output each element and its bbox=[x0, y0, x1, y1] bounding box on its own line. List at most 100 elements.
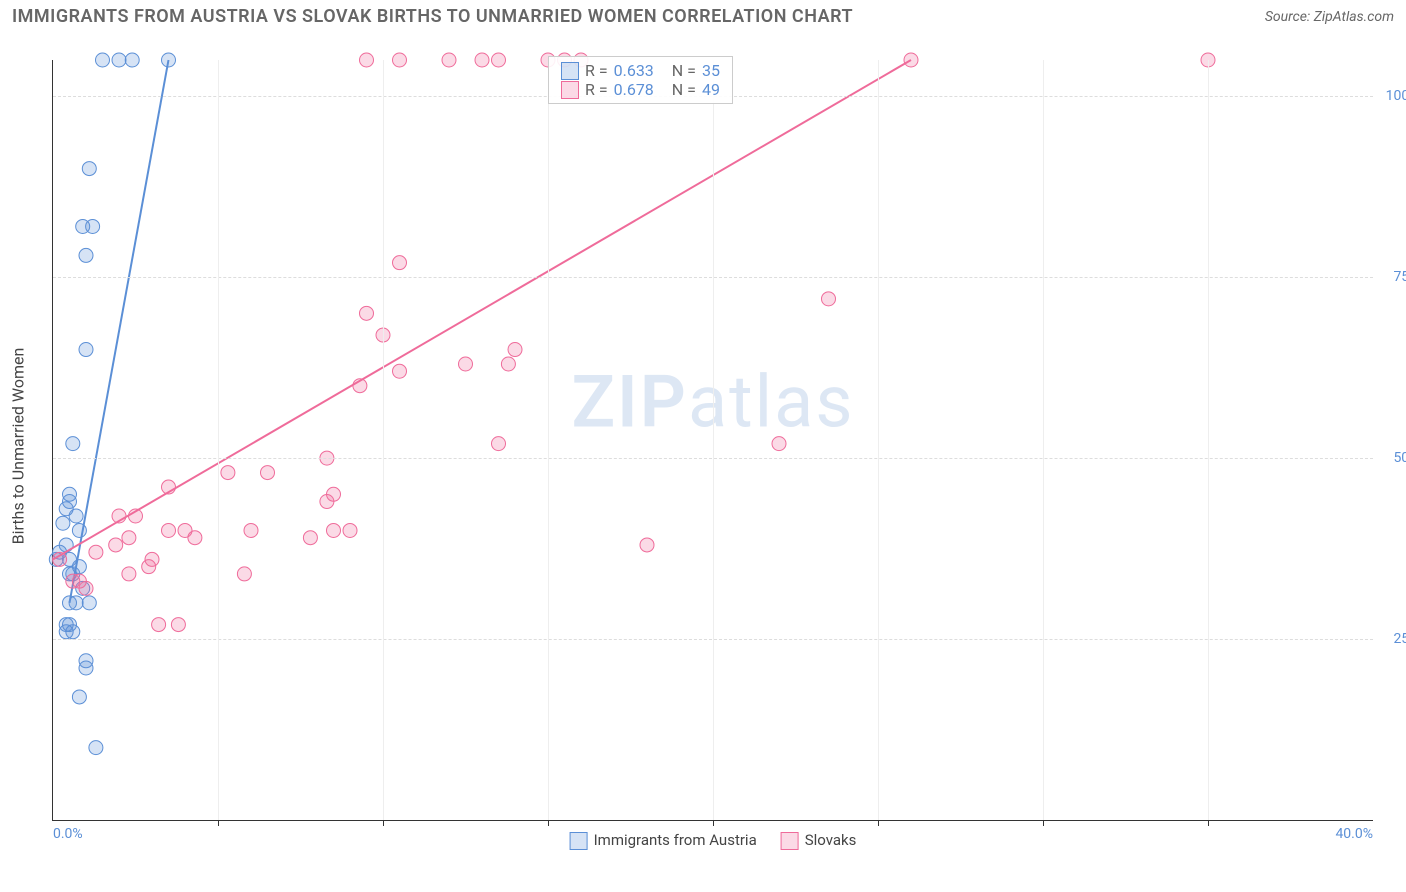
scatter-point-slovaks bbox=[393, 53, 407, 67]
x-tick-mark bbox=[713, 820, 714, 826]
scatter-point-slovaks bbox=[145, 552, 159, 566]
gridline-v bbox=[383, 60, 384, 820]
scatter-point-slovaks bbox=[772, 437, 786, 451]
scatter-point-slovaks bbox=[353, 379, 367, 393]
legend-n-value: 49 bbox=[702, 80, 720, 99]
legend-stats-row: R = 0.678 N = 49 bbox=[561, 80, 720, 99]
trend-line-slovaks bbox=[53, 60, 911, 559]
legend-r-value: 0.633 bbox=[614, 61, 654, 80]
y-tick-label: 75.0% bbox=[1381, 269, 1406, 285]
scatter-point-slovaks bbox=[360, 306, 374, 320]
legend-bottom-item: Immigrants from Austria bbox=[570, 831, 757, 850]
y-tick-label: 100.0% bbox=[1381, 88, 1406, 104]
gridline-v bbox=[218, 60, 219, 820]
x-tick-mark bbox=[383, 820, 384, 826]
scatter-point-slovaks bbox=[261, 466, 275, 480]
legend-bottom: Immigrants from Austria Slovaks bbox=[570, 831, 857, 850]
scatter-point-austria bbox=[76, 219, 90, 233]
scatter-point-austria bbox=[82, 162, 96, 176]
scatter-point-slovaks bbox=[475, 53, 489, 67]
scatter-point-slovaks bbox=[162, 480, 176, 494]
scatter-point-slovaks bbox=[459, 357, 473, 371]
x-tick-mark bbox=[548, 820, 549, 826]
scatter-point-slovaks bbox=[442, 53, 456, 67]
scatter-point-slovaks bbox=[492, 437, 506, 451]
scatter-point-austria bbox=[79, 343, 93, 357]
y-axis-label: Births to Unmarried Women bbox=[9, 348, 28, 545]
scatter-point-slovaks bbox=[129, 509, 143, 523]
x-tick-mark bbox=[218, 820, 219, 826]
legend-r-label: R = bbox=[585, 61, 608, 80]
y-tick-label: 50.0% bbox=[1381, 450, 1406, 466]
scatter-point-austria bbox=[112, 53, 126, 67]
scatter-point-slovaks bbox=[53, 552, 67, 566]
scatter-point-slovaks bbox=[79, 581, 93, 595]
scatter-point-austria bbox=[79, 248, 93, 262]
gridline-v bbox=[878, 60, 879, 820]
scatter-point-austria bbox=[79, 661, 93, 675]
scatter-point-austria bbox=[82, 596, 96, 610]
gridline-v bbox=[1043, 60, 1044, 820]
x-tick-mark bbox=[1043, 820, 1044, 826]
legend-stats-row: R =0.633N =35 bbox=[561, 61, 720, 80]
gridline-v bbox=[713, 60, 714, 820]
legend-bottom-label: Slovaks bbox=[805, 831, 857, 849]
scatter-point-slovaks bbox=[327, 523, 341, 537]
x-tick-mark bbox=[1208, 820, 1209, 826]
scatter-point-austria bbox=[72, 560, 86, 574]
gridline-v bbox=[548, 60, 549, 820]
scatter-point-slovaks bbox=[112, 509, 126, 523]
scatter-point-austria bbox=[63, 487, 77, 501]
scatter-point-slovaks bbox=[501, 357, 515, 371]
scatter-point-slovaks bbox=[393, 256, 407, 270]
scatter-point-austria bbox=[96, 53, 110, 67]
scatter-point-austria bbox=[59, 625, 73, 639]
source-label: Source: ZipAtlas.com bbox=[1265, 9, 1394, 25]
scatter-point-slovaks bbox=[244, 523, 258, 537]
legend-n-label: N = bbox=[672, 61, 696, 80]
scatter-point-austria bbox=[72, 523, 86, 537]
x-tick-label: 40.0% bbox=[1335, 826, 1373, 842]
scatter-point-slovaks bbox=[162, 523, 176, 537]
scatter-point-slovaks bbox=[152, 618, 166, 632]
scatter-point-austria bbox=[69, 509, 83, 523]
scatter-point-austria bbox=[56, 516, 70, 530]
scatter-point-slovaks bbox=[327, 487, 341, 501]
scatter-point-slovaks bbox=[904, 53, 918, 67]
scatter-point-slovaks bbox=[508, 343, 522, 357]
scatter-point-slovaks bbox=[171, 618, 185, 632]
scatter-point-slovaks bbox=[109, 538, 123, 552]
legend-stats: R =0.633N =35R =0.678N =49 bbox=[548, 56, 733, 104]
x-tick-mark bbox=[878, 820, 879, 826]
scatter-point-austria bbox=[72, 690, 86, 704]
legend-swatch bbox=[570, 832, 588, 850]
scatter-point-slovaks bbox=[640, 538, 654, 552]
scatter-point-slovaks bbox=[122, 531, 136, 545]
legend-swatch bbox=[561, 81, 579, 99]
chart-title: IMMIGRANTS FROM AUSTRIA VS SLOVAK BIRTHS… bbox=[12, 6, 853, 27]
scatter-point-slovaks bbox=[188, 531, 202, 545]
legend-swatch bbox=[781, 832, 799, 850]
scatter-point-austria bbox=[66, 437, 80, 451]
legend-bottom-item: Slovaks bbox=[781, 831, 857, 850]
scatter-point-austria bbox=[69, 596, 83, 610]
y-tick-label: 25.0% bbox=[1381, 631, 1406, 647]
scatter-point-slovaks bbox=[393, 364, 407, 378]
gridline-v bbox=[1208, 60, 1209, 820]
legend-r-value: 0.678 bbox=[614, 80, 654, 99]
scatter-point-slovaks bbox=[122, 567, 136, 581]
x-tick-label: 0.0% bbox=[53, 826, 83, 842]
scatter-point-slovaks bbox=[822, 292, 836, 306]
plot-area: ZIPatlas 25.0%50.0%75.0%100.0%0.0%40.0%R… bbox=[52, 60, 1373, 821]
legend-swatch bbox=[561, 62, 579, 80]
scatter-point-slovaks bbox=[492, 53, 506, 67]
title-bar: IMMIGRANTS FROM AUSTRIA VS SLOVAK BIRTHS… bbox=[0, 0, 1406, 33]
scatter-point-slovaks bbox=[343, 523, 357, 537]
scatter-point-slovaks bbox=[221, 466, 235, 480]
legend-n-label: N = bbox=[672, 80, 696, 99]
scatter-point-slovaks bbox=[303, 531, 317, 545]
scatter-point-austria bbox=[125, 53, 139, 67]
scatter-point-austria bbox=[89, 741, 103, 755]
legend-r-label: R = bbox=[585, 80, 608, 99]
chart-container: IMMIGRANTS FROM AUSTRIA VS SLOVAK BIRTHS… bbox=[0, 0, 1406, 892]
